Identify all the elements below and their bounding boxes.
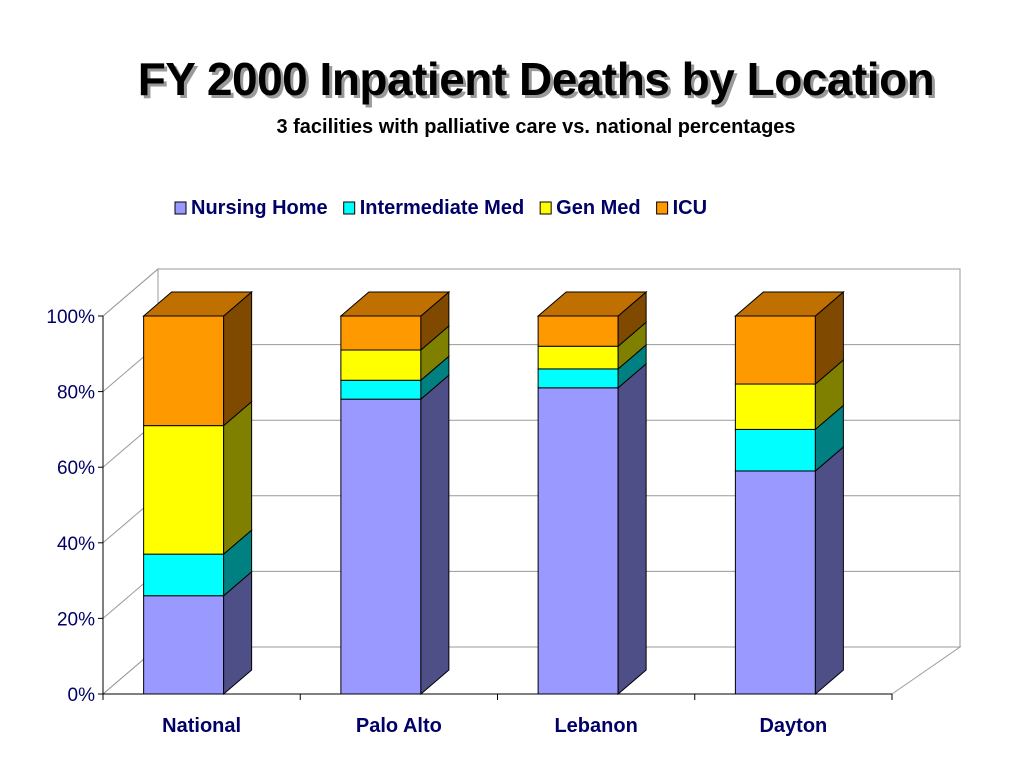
bar-icu-dayton-top: [734, 291, 845, 317]
bar-nursing-home-national: [143, 595, 225, 695]
bar-nursing-home-palo-alto-side: [420, 374, 450, 696]
bar-stack-lebanon: [536, 290, 648, 696]
slide-title: FY 2000 Inpatient Deaths by Location: [137, 53, 935, 105]
y-tick-label: 60%: [57, 458, 95, 479]
bar-icu-dayton: [734, 315, 816, 385]
bar-icu-palo-alto-top: [339, 291, 451, 317]
x-tick-label: Palo Alto: [356, 715, 442, 737]
legend-label: ICU: [673, 197, 707, 219]
legend-label: Gen Med: [556, 197, 640, 219]
x-tick-label: Dayton: [759, 715, 827, 737]
bar-icu-national-top: [142, 291, 253, 317]
bar-intermediate-med-lebanon: [537, 368, 619, 389]
legend-swatch-icu: [656, 201, 669, 215]
bar-intermediate-med-palo-alto: [340, 379, 422, 400]
bar-gen-med-palo-alto: [340, 349, 422, 381]
legend-swatch-nursing-home: [174, 201, 187, 215]
bar-icu-palo-alto: [340, 315, 422, 351]
bar-stack-palo-alto: [339, 290, 451, 696]
bar-nursing-home-palo-alto: [340, 398, 422, 695]
x-tick-label: National: [162, 715, 241, 737]
bar-nursing-home-dayton: [734, 470, 816, 695]
bar-icu-lebanon-top: [536, 291, 648, 317]
y-tick-label: 100%: [46, 307, 95, 328]
bar-intermediate-med-dayton: [734, 428, 816, 472]
legend: Nursing Home Intermediate Med Gen Med ICU: [174, 197, 707, 219]
bar-icu-lebanon: [537, 315, 619, 347]
bar-gen-med-lebanon: [537, 345, 619, 370]
y-tick-label: 40%: [57, 534, 95, 555]
y-tick-label: 20%: [57, 609, 95, 630]
gridline: [102, 268, 960, 317]
x-tick-label: Lebanon: [554, 715, 637, 737]
bar-nursing-home-lebanon-side: [617, 362, 647, 696]
bar-icu-national: [143, 315, 225, 427]
bar-intermediate-med-national: [143, 553, 225, 597]
legend-label: Intermediate Med: [360, 197, 524, 219]
legend-swatch-intermediate-med: [343, 201, 356, 215]
y-tick-label: 80%: [57, 383, 95, 404]
bar-gen-med-national: [143, 425, 225, 555]
legend-label: Nursing Home: [191, 197, 328, 219]
bar-nursing-home-dayton-side: [814, 445, 844, 696]
slide-subtitle: 3 facilities with palliative care vs. na…: [276, 116, 796, 138]
bar-stack-national: [142, 290, 253, 696]
legend-swatch-gen-med: [539, 201, 552, 215]
bar-stack-dayton: [734, 290, 845, 696]
y-tick-label: 0%: [68, 685, 96, 706]
bar-gen-med-dayton: [734, 383, 816, 430]
bar-gen-med-national-side: [223, 400, 253, 556]
bar-nursing-home-lebanon: [537, 387, 619, 695]
